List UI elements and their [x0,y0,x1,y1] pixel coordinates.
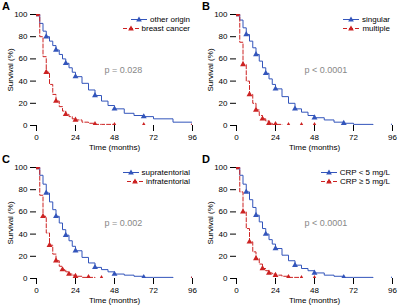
svg-text:Survival (%): Survival (%) [6,48,15,91]
html-text:supratentorial: supratentorial [141,168,190,177]
svg-text:40: 40 [19,230,28,239]
svg-text:96: 96 [188,286,197,295]
html-text:CRP ≥ 5 mg/L: CRP ≥ 5 mg/L [340,177,390,186]
svg-text:0: 0 [223,274,228,283]
html-text:CRP < 5 mg/L: CRP < 5 mg/L [339,168,390,177]
svg-text:80: 80 [219,32,228,41]
html-text:C: C [2,153,10,165]
html-text:multiple: multiple [362,24,390,33]
svg-text:96: 96 [388,286,397,295]
svg-text:60: 60 [19,54,28,63]
svg-text:80: 80 [19,32,28,41]
svg-text:p < 0.0001: p < 0.0001 [305,65,348,75]
svg-text:40: 40 [19,77,28,86]
svg-text:60: 60 [219,54,228,63]
svg-text:24: 24 [71,286,80,295]
svg-text:Survival (%): Survival (%) [6,201,15,244]
html-text:infratentorial: infratentorial [146,177,190,186]
svg-text:Time (months): Time (months) [89,143,141,152]
svg-text:0: 0 [34,286,39,295]
svg-text:48: 48 [110,133,119,142]
html-text:D: D [202,153,210,165]
svg-text:48: 48 [310,133,319,142]
svg-text:100: 100 [214,10,228,19]
svg-text:Time (months): Time (months) [289,143,341,152]
html-text:other origin: other origin [150,15,190,24]
svg-text:60: 60 [19,207,28,216]
svg-text:60: 60 [219,207,228,216]
svg-text:100: 100 [14,10,28,19]
html-text:B: B [202,0,210,12]
svg-text:72: 72 [349,286,358,295]
svg-text:20: 20 [219,252,228,261]
svg-text:80: 80 [19,185,28,194]
svg-text:24: 24 [71,133,80,142]
svg-text:40: 40 [219,230,228,239]
svg-text:48: 48 [110,286,119,295]
svg-text:p < 0.0001: p < 0.0001 [305,218,348,228]
svg-text:0: 0 [234,286,239,295]
svg-text:20: 20 [19,252,28,261]
svg-text:Time (months): Time (months) [89,296,141,305]
svg-text:20: 20 [219,99,228,108]
html-text:breast cancer: breast cancer [141,24,190,33]
svg-text:p = 0.002: p = 0.002 [105,218,143,228]
svg-text:Survival (%): Survival (%) [206,48,215,91]
svg-text:20: 20 [19,99,28,108]
svg-text:Time (months): Time (months) [289,296,341,305]
html-text:A: A [2,0,10,12]
svg-text:p = 0.028: p = 0.028 [105,65,143,75]
svg-text:72: 72 [149,133,158,142]
svg-text:Survival (%): Survival (%) [206,201,215,244]
svg-text:0: 0 [223,121,228,130]
svg-text:100: 100 [214,163,228,172]
svg-text:24: 24 [271,286,280,295]
svg-text:80: 80 [219,185,228,194]
html-text:singular: singular [362,15,390,24]
svg-text:48: 48 [310,286,319,295]
svg-text:0: 0 [23,274,28,283]
svg-text:96: 96 [188,133,197,142]
svg-text:24: 24 [271,133,280,142]
svg-text:96: 96 [388,133,397,142]
svg-text:40: 40 [219,77,228,86]
svg-text:0: 0 [234,133,239,142]
svg-text:72: 72 [149,286,158,295]
svg-text:72: 72 [349,133,358,142]
svg-text:0: 0 [23,121,28,130]
svg-text:100: 100 [14,163,28,172]
svg-text:0: 0 [34,133,39,142]
